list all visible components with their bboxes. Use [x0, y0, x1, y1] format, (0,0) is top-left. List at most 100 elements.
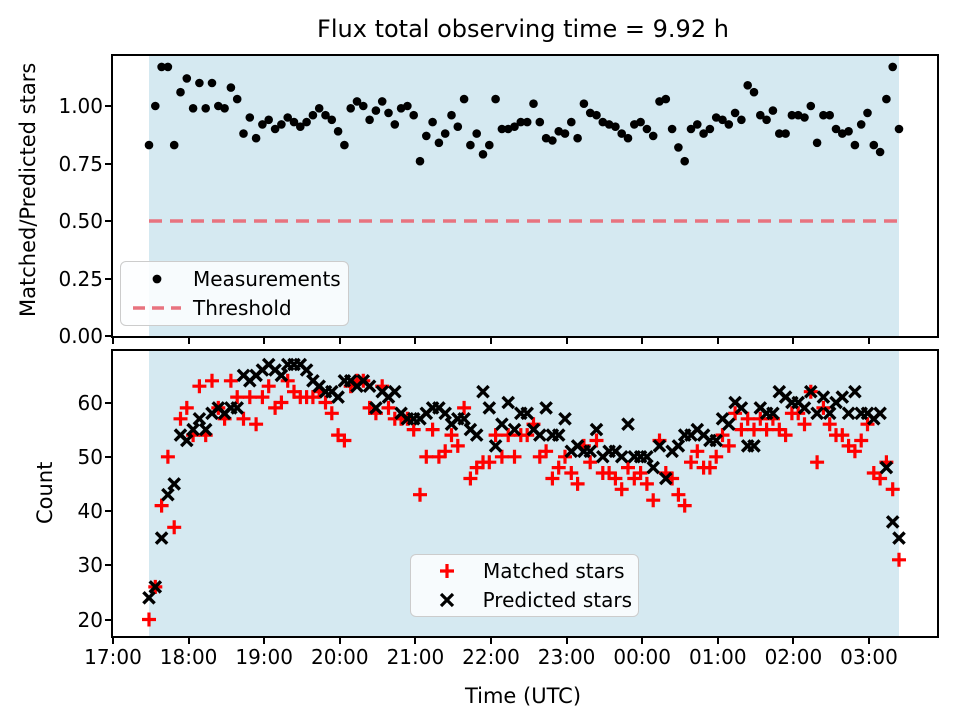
- matched-point: [457, 400, 472, 415]
- ratio-y-tick-label: 0.50: [58, 209, 103, 233]
- predicted-point: [841, 406, 856, 421]
- ratio-y-tick: [105, 335, 111, 337]
- matched-point: [639, 476, 654, 491]
- measurement-point: [856, 120, 866, 129]
- measurement-point: [863, 108, 872, 118]
- measurement-point: [567, 117, 576, 127]
- x-tick-label: 18:00: [159, 645, 218, 669]
- matched-point: [205, 373, 219, 388]
- measurement-point: [648, 131, 658, 141]
- measurement-point: [251, 133, 261, 143]
- matched-point: [860, 417, 875, 432]
- threshold-legend-label: Threshold: [193, 296, 292, 320]
- measurement-point: [667, 124, 677, 134]
- count-x-tick: [565, 638, 568, 644]
- matched-point: [854, 433, 869, 448]
- predicted-point: [551, 428, 566, 442]
- matched-point: [242, 390, 257, 405]
- x-tick-label: 19:00: [235, 645, 293, 669]
- predicted-point: [230, 401, 245, 415]
- measurement-point: [522, 117, 532, 127]
- predicted-point: [438, 406, 453, 421]
- legend-entry-measurements: Measurements: [127, 265, 342, 293]
- measurement-point: [693, 120, 702, 129]
- matched-point: [318, 395, 333, 410]
- chart-title: Flux total observing time = 9.92 h: [317, 15, 729, 43]
- matched-point: [646, 493, 661, 508]
- count-plot-canvas: [142, 357, 906, 627]
- matched-point: [847, 444, 862, 459]
- ratio-x-tick: [716, 338, 719, 344]
- count-y-tick-label: 30: [77, 553, 103, 578]
- count-x-tick: [263, 638, 266, 644]
- measurement-point: [787, 110, 797, 120]
- x-tick-label: 01:00: [688, 645, 747, 669]
- measurement-point: [182, 74, 192, 83]
- ratio-y-tick-label: 0.25: [58, 266, 103, 291]
- count-y-tick-label: 40: [77, 499, 103, 523]
- count-x-tick: [187, 638, 190, 644]
- ratio-y-tick-label: 0.75: [58, 151, 103, 176]
- matched-point: [728, 406, 743, 421]
- predicted-point: [589, 422, 604, 437]
- measurement-point: [724, 120, 734, 129]
- measurement-point: [195, 78, 204, 88]
- measurement-point: [409, 110, 419, 120]
- matched-point: [753, 411, 768, 426]
- x-tick-label: 02:00: [764, 645, 823, 669]
- matched-point: [791, 406, 806, 421]
- predicted-point: [161, 487, 175, 502]
- matched-point: [501, 428, 516, 443]
- matched-point: [816, 400, 831, 415]
- count-x-tick: [338, 638, 341, 644]
- measurement-point: [756, 110, 765, 120]
- measurement-point: [642, 124, 652, 134]
- predicted-point: [387, 384, 402, 399]
- matched-point: [570, 476, 585, 491]
- predicted-point: [671, 439, 686, 453]
- count-y-tick-label: 50: [77, 444, 103, 469]
- matched-point: [734, 422, 749, 437]
- measurement-point: [163, 62, 173, 72]
- predicted-point: [640, 449, 654, 464]
- measurement-point: [718, 115, 727, 125]
- ratio-y-tick: [105, 220, 111, 222]
- predicted-point: [476, 384, 490, 399]
- ratio-y-tick: [105, 162, 111, 165]
- matched-point: [885, 482, 900, 497]
- predicted-point: [803, 384, 818, 399]
- matched-point: [797, 417, 812, 432]
- count-x-tick: [641, 638, 644, 644]
- measurement-point: [359, 101, 368, 111]
- matched-point: [690, 444, 705, 459]
- matched-point: [583, 455, 598, 470]
- measurement-point: [428, 117, 437, 127]
- matched-point: [438, 444, 453, 459]
- ratio-y-tick: [105, 105, 111, 107]
- matched-point: [142, 612, 156, 627]
- measurement-point: [472, 129, 482, 138]
- measurement-point: [510, 122, 519, 131]
- measurement-point: [176, 87, 185, 97]
- matched-point: [223, 373, 238, 388]
- measurement-point: [226, 83, 236, 92]
- measurement-point: [831, 124, 841, 134]
- matched-point: [721, 438, 736, 453]
- count-y-tick: [105, 564, 111, 567]
- measurement-point: [775, 129, 784, 138]
- predicted-point: [835, 390, 850, 404]
- matched-point: [873, 471, 888, 486]
- measurement-point: [850, 140, 860, 150]
- predicted-point: [810, 406, 824, 421]
- matched-point: [179, 400, 194, 415]
- measurement-point: [283, 113, 292, 122]
- measurements-legend-label: Measurements: [193, 267, 341, 291]
- count-y-tick: [105, 455, 111, 458]
- count-y-tick: [105, 510, 111, 512]
- matched-point: [715, 428, 730, 443]
- matched-point: [614, 482, 629, 497]
- measurement-point: [825, 110, 834, 120]
- predicted-point: [192, 411, 207, 426]
- measurement-point: [277, 120, 286, 129]
